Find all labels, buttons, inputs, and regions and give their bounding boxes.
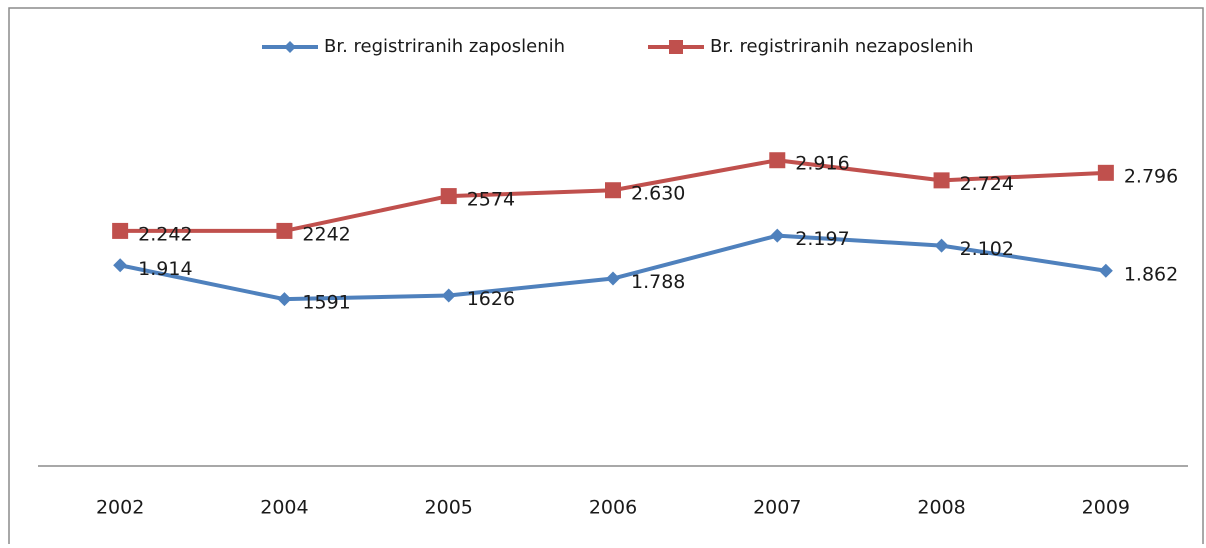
- data-label: 2242: [302, 223, 350, 245]
- marker: [112, 222, 129, 239]
- data-label: 2.916: [795, 153, 849, 175]
- marker: [440, 188, 457, 205]
- data-label: 1591: [302, 292, 350, 314]
- legend-label: Br. registriranih nezaposlenih: [710, 36, 974, 57]
- data-label: 2.102: [960, 238, 1014, 260]
- marker: [934, 238, 949, 253]
- marker: [769, 152, 786, 169]
- marker: [1098, 263, 1113, 278]
- data-label: 1.914: [138, 258, 192, 280]
- marker: [441, 288, 456, 303]
- legend-marker: [284, 41, 296, 53]
- marker: [606, 271, 620, 286]
- data-label: 2.630: [631, 183, 685, 205]
- data-label: 1626: [467, 288, 515, 310]
- series-line: [119, 233, 1107, 302]
- marker: [1097, 164, 1114, 181]
- data-label: 1.788: [631, 271, 685, 293]
- data-label: 2.724: [960, 173, 1014, 195]
- marker: [605, 182, 621, 199]
- legend-marker: [669, 40, 683, 54]
- marker: [276, 222, 293, 239]
- marker: [770, 228, 785, 243]
- data-label: 2.796: [1124, 165, 1178, 187]
- x-tick-label: 2005: [425, 497, 473, 519]
- marker: [933, 172, 950, 189]
- data-label: 2.197: [795, 228, 849, 250]
- marker: [277, 292, 292, 307]
- marker: [113, 258, 128, 273]
- x-tick-label: 2007: [753, 497, 801, 519]
- x-tick-label: 2002: [96, 497, 144, 519]
- chart-border: [8, 7, 1204, 548]
- data-label: 2574: [467, 189, 515, 211]
- x-tick-label: 2008: [917, 497, 965, 519]
- data-label: 1.862: [1124, 263, 1178, 285]
- x-tick-label: 2004: [260, 497, 308, 519]
- x-tick-label: 2009: [1082, 497, 1130, 519]
- x-tick-label: 2006: [589, 497, 637, 519]
- legend-label: Br. registriranih zaposlenih: [324, 36, 565, 57]
- data-label: 2.242: [138, 223, 192, 245]
